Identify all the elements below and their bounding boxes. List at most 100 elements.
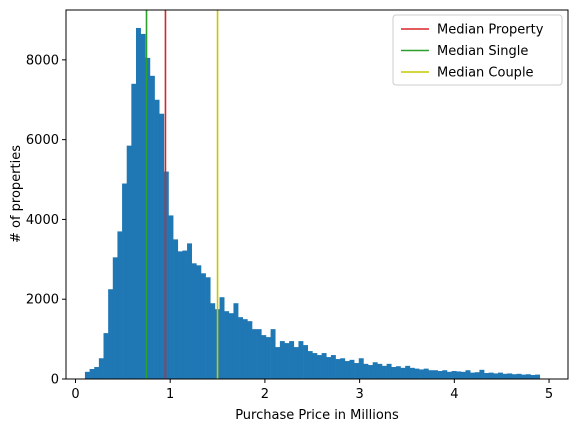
- histogram-bar: [479, 369, 485, 379]
- y-tick-label: 6000: [26, 133, 59, 148]
- histogram-bar: [233, 303, 239, 379]
- histogram-bar: [465, 370, 471, 379]
- histogram-bar: [205, 277, 211, 379]
- legend-label: Median Property: [437, 23, 544, 38]
- histogram-bar: [535, 374, 541, 379]
- histogram-bar: [270, 329, 276, 379]
- histogram-bar: [303, 345, 309, 379]
- histogram-bar: [196, 265, 202, 379]
- histogram-bar: [330, 355, 336, 379]
- histogram-bar: [456, 371, 462, 379]
- histogram-bar: [335, 359, 341, 379]
- histogram-bar: [442, 370, 448, 379]
- y-tick-label: 0: [51, 373, 59, 388]
- histogram-bar: [252, 329, 257, 379]
- histogram-bar: [210, 303, 216, 379]
- histogram-bar: [289, 341, 295, 379]
- histogram-bar: [284, 343, 290, 379]
- histogram-bar: [275, 347, 281, 379]
- histogram-bar: [409, 367, 415, 379]
- histogram-bar: [168, 215, 174, 379]
- histogram-bar: [182, 250, 188, 379]
- histogram-bar: [428, 370, 434, 379]
- histogram-bar: [122, 183, 128, 379]
- histogram-bar: [474, 372, 480, 379]
- histogram-bar: [525, 374, 531, 379]
- histogram-bar: [498, 372, 503, 379]
- histogram-bar: [256, 329, 262, 379]
- plot-frame: [65, 9, 569, 380]
- histogram-bar: [363, 363, 369, 379]
- y-axis-label: # of properties: [9, 145, 24, 243]
- y-tick-label: 2000: [26, 293, 59, 308]
- histogram-bar: [228, 313, 234, 379]
- histogram-bar: [293, 347, 299, 379]
- histogram-bar: [265, 337, 271, 379]
- histogram-bar: [94, 367, 100, 379]
- x-axis-ticks: 0 1 2 3 4 5: [71, 379, 553, 402]
- histogram-bar: [340, 358, 346, 379]
- histogram-bar: [312, 353, 318, 379]
- histogram-bar: [507, 373, 513, 379]
- histogram-bar: [242, 319, 248, 379]
- histogram-bar: [530, 375, 536, 379]
- x-tick-label: 1: [166, 387, 174, 402]
- histogram-bar: [200, 273, 206, 379]
- histogram-bar: [446, 371, 452, 379]
- y-axis-ticks: 0 2000 4000 6000 8000: [26, 53, 66, 388]
- histogram-bar: [177, 251, 183, 379]
- histogram-bar: [89, 369, 95, 379]
- histogram-bar: [112, 257, 118, 379]
- histogram-bar: [516, 373, 522, 379]
- histogram-bar: [140, 33, 146, 379]
- y-tick-label: 8000: [26, 53, 59, 68]
- histogram-bar: [470, 372, 476, 379]
- histogram-bar: [349, 359, 355, 379]
- histogram-bar: [414, 368, 420, 379]
- histogram-bar: [145, 57, 151, 380]
- x-tick-label: 4: [450, 387, 458, 402]
- histogram-bar: [149, 75, 155, 379]
- histogram-bar: [344, 361, 350, 379]
- legend-label: Median Single: [437, 44, 528, 59]
- histogram-bar: [163, 171, 169, 379]
- histogram-bar: [391, 367, 397, 379]
- histogram-bar: [386, 363, 392, 379]
- histogram-bar: [219, 297, 225, 379]
- histogram-bar: [433, 370, 438, 379]
- histogram-bar: [131, 83, 137, 380]
- histogram-bar: [108, 289, 114, 379]
- legend-label: Median Couple: [437, 66, 534, 81]
- histogram-bar: [493, 373, 499, 379]
- histogram-bar: [368, 365, 373, 379]
- histogram-bar: [307, 351, 313, 379]
- histogram-bar: [173, 239, 179, 379]
- histogram-bar: [484, 373, 490, 379]
- histogram-bar: [154, 99, 160, 379]
- x-tick-label: 5: [545, 387, 553, 402]
- histogram-bar: [84, 371, 90, 379]
- x-tick-label: 3: [355, 387, 363, 402]
- histogram-bar: [437, 371, 443, 379]
- histogram-bar: [298, 341, 304, 379]
- histogram-bar: [279, 341, 285, 379]
- histogram-bar: [451, 371, 457, 379]
- histogram-bar: [395, 366, 401, 379]
- legend: Median Property Median Single Median Coupl…: [392, 14, 563, 86]
- histogram-bar: [381, 365, 387, 379]
- histogram-bar: [419, 369, 425, 379]
- histogram-bars: [84, 27, 541, 380]
- histogram-bar: [321, 353, 327, 379]
- histogram-bar: [372, 362, 378, 379]
- histogram-bar: [400, 367, 406, 379]
- histogram-bar: [488, 372, 494, 379]
- histogram-bar: [126, 145, 132, 379]
- histogram-bar: [136, 27, 141, 379]
- histogram-bar: [261, 335, 267, 379]
- histogram-bar: [117, 231, 123, 379]
- histogram-bar: [423, 368, 429, 379]
- histogram-bar: [326, 357, 332, 379]
- histogram-bar: [98, 358, 104, 379]
- histogram-bar: [187, 243, 192, 379]
